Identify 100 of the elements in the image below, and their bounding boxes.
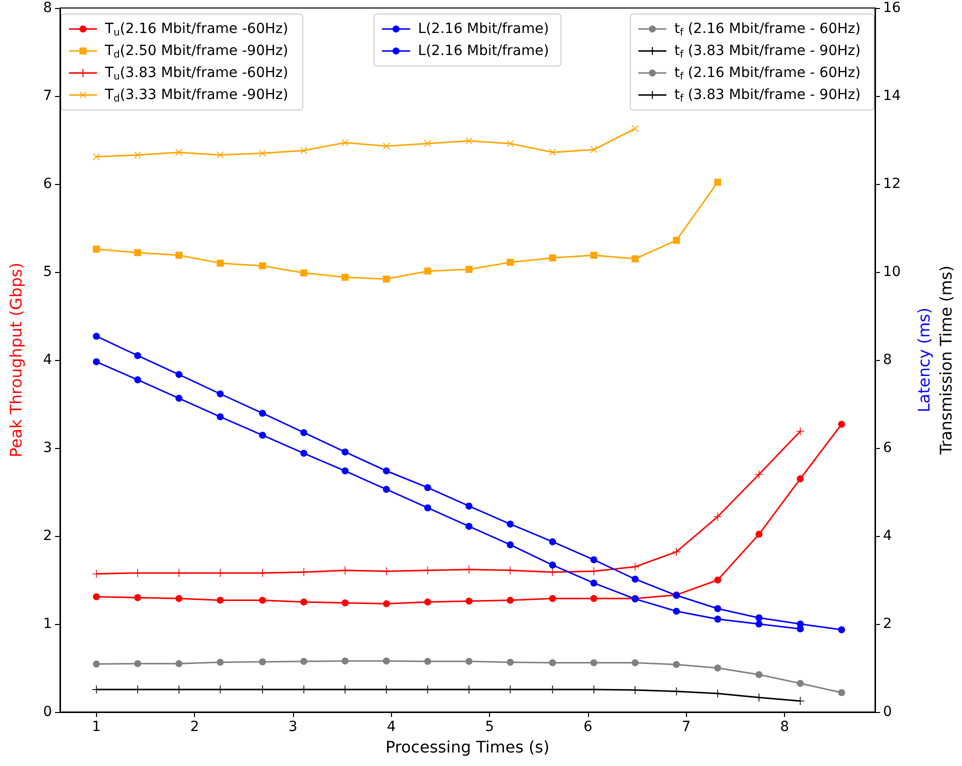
point [672,236,680,244]
point [756,614,762,622]
point [92,593,100,600]
point [216,413,224,420]
x-tick-label: 1 [92,719,101,735]
x-tick-label: 6 [583,719,592,735]
point [134,151,142,158]
point [632,576,639,583]
point [590,556,598,564]
point [590,659,598,666]
legend-label: L(2.16 Mbit/frame) [418,21,549,37]
x-axis-title: Processing Times (s) [386,737,550,756]
y-axis-title: Peak Throughput (Gbps) [6,262,26,458]
point [631,562,640,571]
point [838,626,846,634]
point [506,658,514,666]
point [465,522,472,530]
point [796,680,804,687]
point [175,660,182,668]
point [632,659,639,666]
point [216,260,224,267]
point [92,332,100,340]
point [465,502,472,510]
point [300,147,308,154]
point [714,576,722,584]
point [465,598,472,605]
y2-tick-label: 8 [883,352,892,368]
point [92,660,100,668]
point [549,254,556,262]
point [672,608,680,615]
point [259,658,266,666]
point [300,429,308,436]
y2-tick-label: 10 [883,264,901,280]
x-tick-label: 8 [780,719,790,735]
point [382,142,390,150]
point [216,390,224,398]
point [424,504,432,512]
point [175,394,182,402]
y-tick-label: 5 [43,264,52,280]
y2-tick-label: 6 [883,440,892,456]
y-tick-label: 4 [43,352,52,368]
point [300,450,308,457]
point [796,625,804,632]
x-tick-label: 3 [288,719,298,735]
point [549,594,556,602]
point [382,567,390,576]
point [465,658,472,665]
point [134,249,142,256]
point [259,432,266,439]
point [134,352,142,360]
point [714,512,722,521]
point [342,657,349,664]
y2-tick-label: 2 [883,616,892,632]
point [632,125,639,132]
point [92,358,100,366]
point [756,620,762,628]
y2-tick-label: 4 [883,528,892,544]
point [216,596,224,604]
point [382,467,390,474]
point [424,268,432,275]
point [342,139,349,146]
point [549,562,556,569]
y2-tick-label: 16 [883,0,901,16]
y-tick-label: 0 [43,704,52,720]
point [424,658,432,665]
legend-label: L(2.16 Mbit/frame) [418,43,549,59]
y-tick-label: 6 [43,176,52,192]
point [672,660,680,668]
point [300,598,308,606]
point [506,520,514,528]
point [714,605,722,612]
point [590,594,598,602]
point [590,580,598,587]
y-tick-label: 1 [43,616,52,632]
x-tick-label: 7 [682,719,691,735]
y2-tick-label: 0 [883,704,892,720]
y-tick-label: 2 [43,528,52,544]
point [382,600,390,608]
point [796,697,804,705]
point [382,486,390,493]
point [175,594,182,602]
point [342,448,349,456]
point [92,246,100,253]
point [465,266,472,273]
point [382,657,390,664]
point [424,598,432,606]
point [590,146,598,154]
point [342,599,349,606]
point [838,420,846,428]
point [506,258,514,266]
point [838,689,846,696]
point [796,475,804,482]
point [342,274,349,281]
x-tick-label: 5 [485,719,494,735]
point [549,659,556,666]
x-tick-label: 2 [190,719,200,735]
y-tick-label: 7 [43,88,52,104]
y-tick-label: 8 [43,0,52,16]
point [590,252,598,259]
point [341,566,350,574]
